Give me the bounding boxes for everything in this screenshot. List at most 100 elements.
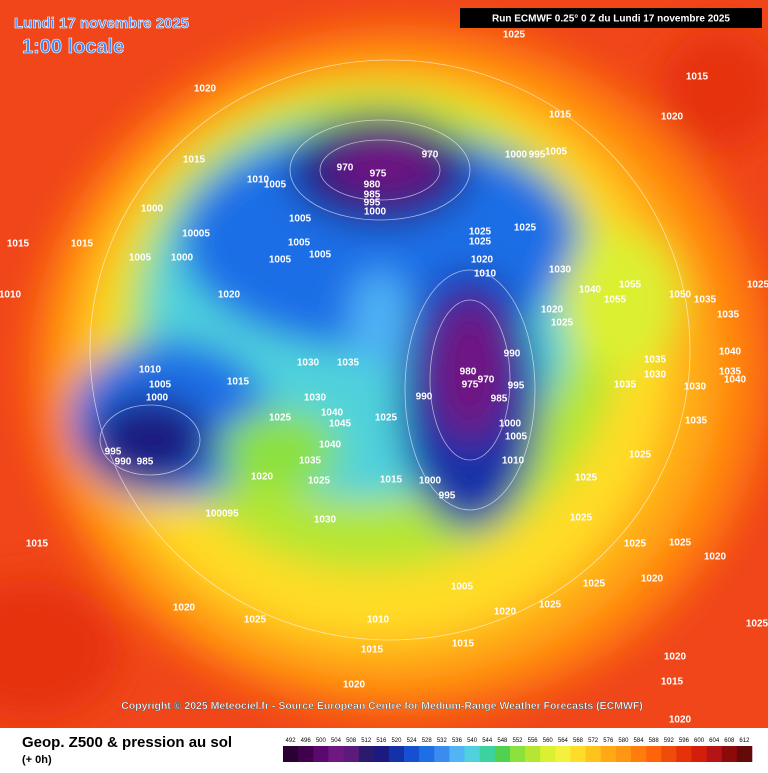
scale-swatch [585, 746, 602, 762]
isobar-label: 1030 [297, 358, 320, 369]
isobar-label: 1020 [664, 652, 687, 663]
scale-label: 492 [286, 738, 297, 744]
isobar-label: 1010 [0, 290, 22, 301]
isobar-label: 1055 [619, 280, 642, 291]
isobar-label: 1020 [471, 255, 494, 266]
isobar-label: 1010 [502, 456, 525, 467]
isobar-label: 1010 [367, 615, 390, 626]
scale-swatch [494, 746, 511, 762]
isobar-label: 1025 [746, 619, 768, 630]
isobar-label: 985 [137, 457, 154, 468]
isobar-label: 1040 [719, 347, 742, 358]
scale-swatch [343, 746, 359, 762]
isobar-label: 995 [439, 491, 456, 502]
isobar-label: 1025 [583, 579, 606, 590]
isobar-label: 1025 [514, 223, 537, 234]
color-scale: 492 496 500 504 508 512 516 520 524 528 532 536 540 5… [283, 738, 753, 762]
isobar-label: 985 [364, 190, 381, 201]
isobar-label: 1015 [549, 110, 572, 121]
isobar-label: 1035 [685, 416, 708, 427]
copyright: Copyright © 2025 Meteociel.fr - Source E… [121, 700, 643, 712]
isobar-label: 1020 [541, 305, 564, 316]
isobar-label: 1030 [684, 382, 707, 393]
isobar-label: 980 [460, 367, 477, 378]
isobar-label: 1035 [694, 295, 717, 306]
isobar-label: 1005 [545, 147, 568, 158]
isobar-label: 985 [491, 394, 508, 405]
isobar-label: 1005 [129, 253, 152, 264]
isobar-label: 1005 [451, 582, 474, 593]
isobar-label: 980 [364, 180, 381, 191]
isobar-label: 1000 [171, 253, 194, 264]
isobar-label: 1015 [380, 475, 403, 486]
isobar-label: 1040 [579, 285, 602, 296]
scale-swatch [736, 746, 753, 762]
scale-label: 612 [739, 738, 750, 744]
scale-swatch [540, 746, 556, 762]
isobar-label: 1035 [644, 355, 667, 366]
scale-label: 540 [467, 738, 478, 744]
scale-label: 564 [558, 738, 569, 744]
scale-swatch [555, 746, 571, 762]
isobar-label: 1025 [570, 513, 593, 524]
isobar-label: 1050 [669, 290, 692, 301]
scale-swatch [373, 746, 390, 762]
scale-label: 500 [316, 738, 327, 744]
isobar-label: 975 [462, 380, 479, 391]
isobar-label: 1025 [669, 538, 692, 549]
scale-label: 608 [724, 738, 735, 744]
isobar-label: 995 [508, 381, 525, 392]
isobar-label: 995 [364, 198, 381, 209]
lead-time: (+ 0h) [22, 754, 52, 766]
isobar-label: 1020 [661, 112, 684, 123]
scale-swatch [600, 746, 617, 762]
scale-swatch [615, 746, 632, 762]
scale-label: 560 [543, 738, 554, 744]
isobar-label: 1025 [747, 280, 768, 291]
isobar-label: 1020 [704, 552, 727, 563]
isobar-label: 975 [370, 169, 387, 180]
scale-label: 580 [618, 738, 629, 744]
scale-label: 556 [528, 738, 539, 744]
footer-title: Geop. Z500 & pression au sol [22, 734, 232, 751]
isobar-label: 1025 [469, 237, 492, 248]
scale-swatch [419, 746, 435, 762]
isobar-label: 1000 [499, 419, 522, 430]
isobar-label: 1015 [661, 677, 684, 688]
isobar-label: 1025 [575, 473, 598, 484]
isobar-label: 1005 [309, 250, 332, 261]
isobar-label: 1020 [218, 290, 241, 301]
scale-swatch [449, 746, 465, 762]
isobar-label: 995 [105, 447, 122, 458]
isobar-label: 1025 [629, 450, 652, 461]
isobar-label: 1010 [474, 269, 497, 280]
scale-label: 528 [422, 738, 433, 744]
isobar-label: 1010 [139, 365, 162, 376]
isobar-label: 1025 [539, 600, 562, 611]
local-time: 1:00 locale [22, 36, 124, 58]
isobar-label: 1025 [269, 413, 292, 424]
isobar-label: 1025 [469, 227, 492, 238]
isobar-label: 1020 [669, 715, 692, 726]
isobar-label: 1035 [719, 367, 742, 378]
scale-swatch [358, 746, 375, 762]
scale-swatch [464, 746, 480, 762]
scale-swatch [479, 746, 496, 762]
scale-label: 524 [407, 738, 418, 744]
scale-label: 532 [437, 738, 448, 744]
isobar-label: 1030 [644, 370, 667, 381]
isobar-label: 1010 [247, 175, 270, 186]
isobar-label: 1025 [375, 413, 398, 424]
scale-swatch [328, 746, 344, 762]
isobar-label: 990 [504, 349, 521, 360]
isobar-label: 1015 [7, 239, 30, 250]
isobar-label: 1025 [624, 539, 647, 550]
scale-label: 496 [301, 738, 312, 744]
isobar-label: 1035 [717, 310, 740, 321]
isobar-label: 1020 [343, 680, 366, 691]
scale-swatch [404, 746, 420, 762]
scale-swatch [691, 746, 707, 762]
run-box [460, 8, 762, 28]
scale-swatch [298, 746, 314, 762]
